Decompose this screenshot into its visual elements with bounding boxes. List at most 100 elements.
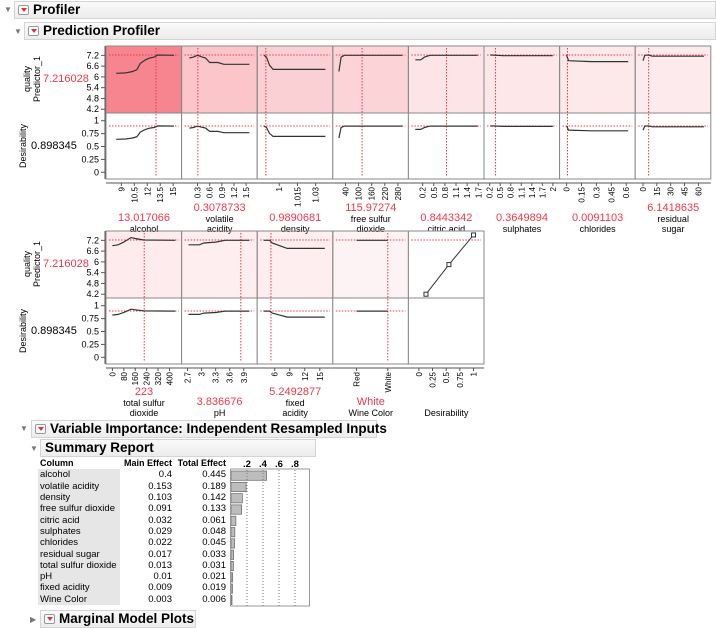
factor-value[interactable]: 6.1418635 xyxy=(647,202,700,214)
cell-column: pH xyxy=(38,570,120,583)
collapse-triangle-icon[interactable]: ▼ xyxy=(14,27,22,36)
factor-value[interactable]: 3.836676 xyxy=(196,396,243,408)
red-menu-icon[interactable] xyxy=(18,5,29,15)
cell-main: 0.032 xyxy=(148,514,172,526)
x-tick-label: 0.3 xyxy=(194,186,203,198)
factor-panel[interactable]: 0 0.15 0.3 0.45 0.6 xyxy=(559,45,636,203)
cell-total: 0.021 xyxy=(202,571,226,583)
factor-value[interactable]: 0.9890681 xyxy=(269,212,322,224)
desirability-handle[interactable] xyxy=(446,262,452,268)
x-tick-label: 3 xyxy=(198,371,207,376)
prediction-trace xyxy=(263,239,325,249)
red-menu-icon[interactable] xyxy=(44,614,55,624)
factor-name: fixed xyxy=(285,398,305,408)
factor-value[interactable]: 0.0091103 xyxy=(572,212,624,224)
factor-panel[interactable]: 9 10.5 12 13.5 15 xyxy=(105,45,183,203)
factor-name: residual xyxy=(657,214,689,224)
factor-value[interactable]: 13.017066 xyxy=(118,212,170,224)
x-tick-label: 15 xyxy=(316,371,325,380)
collapse-triangle-icon[interactable]: ▼ xyxy=(4,5,12,14)
quality-panel-bg xyxy=(257,231,333,298)
x-tick-label: 9 xyxy=(286,371,295,376)
factor-value[interactable]: White xyxy=(356,396,385,408)
factor-value[interactable]: 115.97274 xyxy=(345,202,397,214)
summary-report-header[interactable]: Summary Report xyxy=(40,439,316,457)
table-row: pH 0.01 0.021 xyxy=(38,570,228,583)
x-tick-label: 0.75 xyxy=(456,371,465,387)
collapse-triangle-icon[interactable]: ▼ xyxy=(30,444,38,453)
collapse-triangle-icon[interactable]: ▼ xyxy=(20,424,28,433)
x-tick-label: 2 xyxy=(549,186,558,191)
factor-name: Wine Color xyxy=(348,408,394,418)
table-row: chlorides 0.022 0.045 xyxy=(38,537,228,549)
x-tick-label: 0.2 xyxy=(419,186,428,198)
factor-name: acidity xyxy=(282,408,308,418)
desirability-handle[interactable] xyxy=(471,232,477,238)
factor-value[interactable]: 0.3078733 xyxy=(193,202,246,214)
factor-panel[interactable]: 1 1.015 1.03 xyxy=(256,45,334,207)
x-tick-label: 10.5 xyxy=(130,186,139,202)
factor-panel[interactable]: 0.2 0.5 0.8 1.1 1.4 1.7 2 xyxy=(483,45,561,198)
factor-panel[interactable]: 0 15 30 45 60 xyxy=(634,45,712,196)
table-row: fixed acidity 0.009 0.019 xyxy=(38,582,228,594)
importance-bar xyxy=(230,538,235,549)
cell-total: 0.019 xyxy=(202,582,226,594)
factor-value[interactable]: 5.2492877 xyxy=(269,386,322,398)
x-tick-label: 0.5 xyxy=(430,186,439,198)
factor-name: alcohol xyxy=(129,224,159,234)
x-tick-label: 1.03 xyxy=(312,186,321,202)
marginal-model-plots-header[interactable]: Marginal Model Plots xyxy=(40,610,196,628)
profiler-header[interactable]: Profiler xyxy=(14,1,716,19)
x-tick-label: 1.015 xyxy=(293,186,302,207)
quality-tick-label: 4.8 xyxy=(86,278,99,288)
desirability-axis-label: Desirability xyxy=(18,309,28,354)
x-tick-label: 0.9 xyxy=(218,186,227,198)
quality-tick-label: 6.6 xyxy=(86,61,99,71)
importance-bar xyxy=(230,594,233,605)
red-menu-icon[interactable] xyxy=(35,424,46,434)
factor-panel[interactable]: 2.7 3 3.3 3.6 3.9 xyxy=(181,230,258,383)
x-tick-label: 12 xyxy=(143,186,152,195)
prediction-trace xyxy=(263,54,326,70)
factor-panel[interactable]: 0 80 160 240 320 400 xyxy=(105,230,183,385)
cell-main: 0.009 xyxy=(148,582,172,594)
prediction-profiler-header[interactable]: Prediction Profiler xyxy=(24,22,716,40)
desirability-panel-bg xyxy=(635,113,711,179)
cell-column: total sulfur dioxide xyxy=(38,559,120,571)
factor-value[interactable]: 0.8443342 xyxy=(420,212,473,224)
desirability-tick-label: 0 xyxy=(94,352,99,362)
cell-column: alcohol xyxy=(38,469,120,481)
cell-main: 0.013 xyxy=(148,559,172,571)
desirability-panel-bg xyxy=(257,113,333,179)
desirability-trace xyxy=(116,125,175,140)
importance-bar xyxy=(230,549,234,560)
red-menu-icon[interactable] xyxy=(28,26,39,36)
response-label-line: quality xyxy=(22,66,32,93)
factor-label-group: 3.836676 pH xyxy=(182,396,258,419)
factor-panel[interactable]: 0.2 0.5 0.8 1.1 1.4 1.7 xyxy=(407,45,485,198)
cell-main: 0.153 xyxy=(148,480,172,492)
factor-name: sulphates xyxy=(502,224,542,234)
factor-label-group: White Wine Color xyxy=(333,396,409,419)
profiler-title: Profiler xyxy=(33,2,81,17)
importance-bar xyxy=(230,493,243,504)
factor-panel[interactable]: 40 100 160 220 280 xyxy=(332,45,409,200)
response-label-line: Predictor_1 xyxy=(32,55,42,103)
factor-label-group: 13.017066 alcohol xyxy=(106,212,182,235)
x-tick-label: 160 xyxy=(368,186,377,200)
x-tick-label: 0.5 xyxy=(442,371,451,383)
desirability-function-panel[interactable]: 0 0.25 0.5 0.75 1 xyxy=(407,230,485,388)
factor-panel[interactable]: 6 9 12 15 xyxy=(256,230,334,381)
x-tick-label: 0.2 xyxy=(486,186,495,198)
desirability-handle[interactable] xyxy=(423,291,429,297)
desirability-trace xyxy=(263,125,326,138)
x-tick-label: 15 xyxy=(169,186,178,195)
expand-triangle-icon[interactable]: ▶ xyxy=(30,615,37,624)
factor-panel[interactable]: Red White xyxy=(332,230,409,392)
factor-value[interactable]: 223 xyxy=(134,386,154,398)
table-row: alcohol 0.4 0.445 xyxy=(38,469,228,481)
variable-importance-header[interactable]: Variable Importance: Independent Resampl… xyxy=(31,420,387,438)
factor-value[interactable]: 0.3649894 xyxy=(496,212,548,224)
factor-panel[interactable]: 0.3 0.6 0.9 1.2 1.5 xyxy=(181,45,258,198)
importance-table: Column Main Effect Total Effect alcohol 0… xyxy=(38,458,228,605)
